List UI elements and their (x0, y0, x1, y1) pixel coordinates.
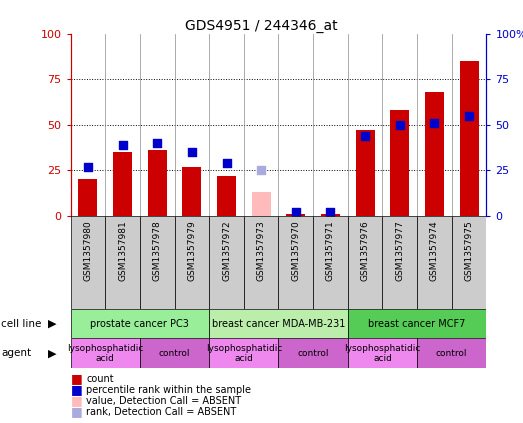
Bar (105, 216, 140, 309)
Bar (313, 216, 348, 309)
Text: count: count (86, 374, 114, 384)
Bar (321, 214, 340, 216)
Text: GSM1357978: GSM1357978 (153, 220, 162, 281)
Bar (348, 216, 382, 309)
Point (292, 209, 300, 215)
Bar (286, 214, 305, 216)
Bar (71, 309, 209, 338)
Text: GSM1357976: GSM1357976 (361, 220, 370, 281)
Point (395, 121, 404, 128)
Text: control: control (436, 349, 468, 358)
Text: lysophosphatidic
acid: lysophosphatidic acid (67, 343, 143, 363)
Point (222, 159, 231, 166)
Bar (460, 61, 479, 216)
Text: GSM1357975: GSM1357975 (464, 220, 473, 281)
Text: GSM1357980: GSM1357980 (84, 220, 93, 281)
Point (257, 167, 265, 174)
Text: GSM1357970: GSM1357970 (291, 220, 300, 281)
Text: ■: ■ (71, 383, 82, 396)
Text: GSM1357971: GSM1357971 (326, 220, 335, 281)
Bar (113, 152, 132, 216)
Bar (417, 216, 452, 309)
Bar (452, 216, 486, 309)
Bar (71, 216, 105, 309)
Text: GSM1357973: GSM1357973 (257, 220, 266, 281)
Text: control: control (298, 349, 329, 358)
Point (465, 113, 473, 119)
Text: rank, Detection Call = ABSENT: rank, Detection Call = ABSENT (86, 407, 236, 417)
Point (430, 120, 439, 126)
Bar (348, 338, 417, 368)
Text: GDS4951 / 244346_at: GDS4951 / 244346_at (185, 19, 338, 33)
Bar (244, 216, 278, 309)
Bar (217, 176, 236, 216)
Bar (425, 92, 444, 216)
Text: agent: agent (1, 348, 31, 358)
Text: breast cancer MCF7: breast cancer MCF7 (368, 319, 466, 329)
Text: prostate cancer PC3: prostate cancer PC3 (90, 319, 189, 329)
Bar (209, 309, 348, 338)
Bar (175, 216, 209, 309)
Text: ■: ■ (71, 405, 82, 418)
Bar (278, 216, 313, 309)
Text: ■: ■ (71, 394, 82, 407)
Bar (382, 216, 417, 309)
Bar (78, 179, 97, 216)
Bar (390, 110, 410, 216)
Bar (140, 338, 209, 368)
Text: cell line: cell line (1, 319, 41, 329)
Point (84, 163, 92, 170)
Text: value, Detection Call = ABSENT: value, Detection Call = ABSENT (86, 396, 242, 406)
Text: ■: ■ (71, 372, 82, 385)
Text: ▶: ▶ (48, 348, 56, 358)
Text: ▶: ▶ (48, 319, 56, 329)
Text: percentile rank within the sample: percentile rank within the sample (86, 385, 251, 395)
Text: breast cancer MDA-MB-231: breast cancer MDA-MB-231 (212, 319, 345, 329)
Text: GSM1357977: GSM1357977 (395, 220, 404, 281)
Text: GSM1357981: GSM1357981 (118, 220, 127, 281)
Point (118, 141, 127, 148)
Bar (147, 150, 167, 216)
Bar (252, 192, 271, 216)
Point (361, 132, 369, 139)
Bar (183, 167, 201, 216)
Text: lysophosphatidic
acid: lysophosphatidic acid (206, 343, 282, 363)
Text: GSM1357972: GSM1357972 (222, 220, 231, 281)
Bar (417, 338, 486, 368)
Bar (209, 338, 278, 368)
Text: lysophosphatidic
acid: lysophosphatidic acid (344, 343, 420, 363)
Bar (278, 338, 348, 368)
Bar (140, 216, 175, 309)
Point (188, 149, 196, 156)
Text: control: control (159, 349, 190, 358)
Point (153, 140, 162, 146)
Point (326, 209, 335, 215)
Bar (348, 309, 486, 338)
Bar (356, 130, 374, 216)
Bar (71, 338, 140, 368)
Bar (209, 216, 244, 309)
Text: GSM1357974: GSM1357974 (430, 220, 439, 281)
Text: GSM1357979: GSM1357979 (187, 220, 196, 281)
